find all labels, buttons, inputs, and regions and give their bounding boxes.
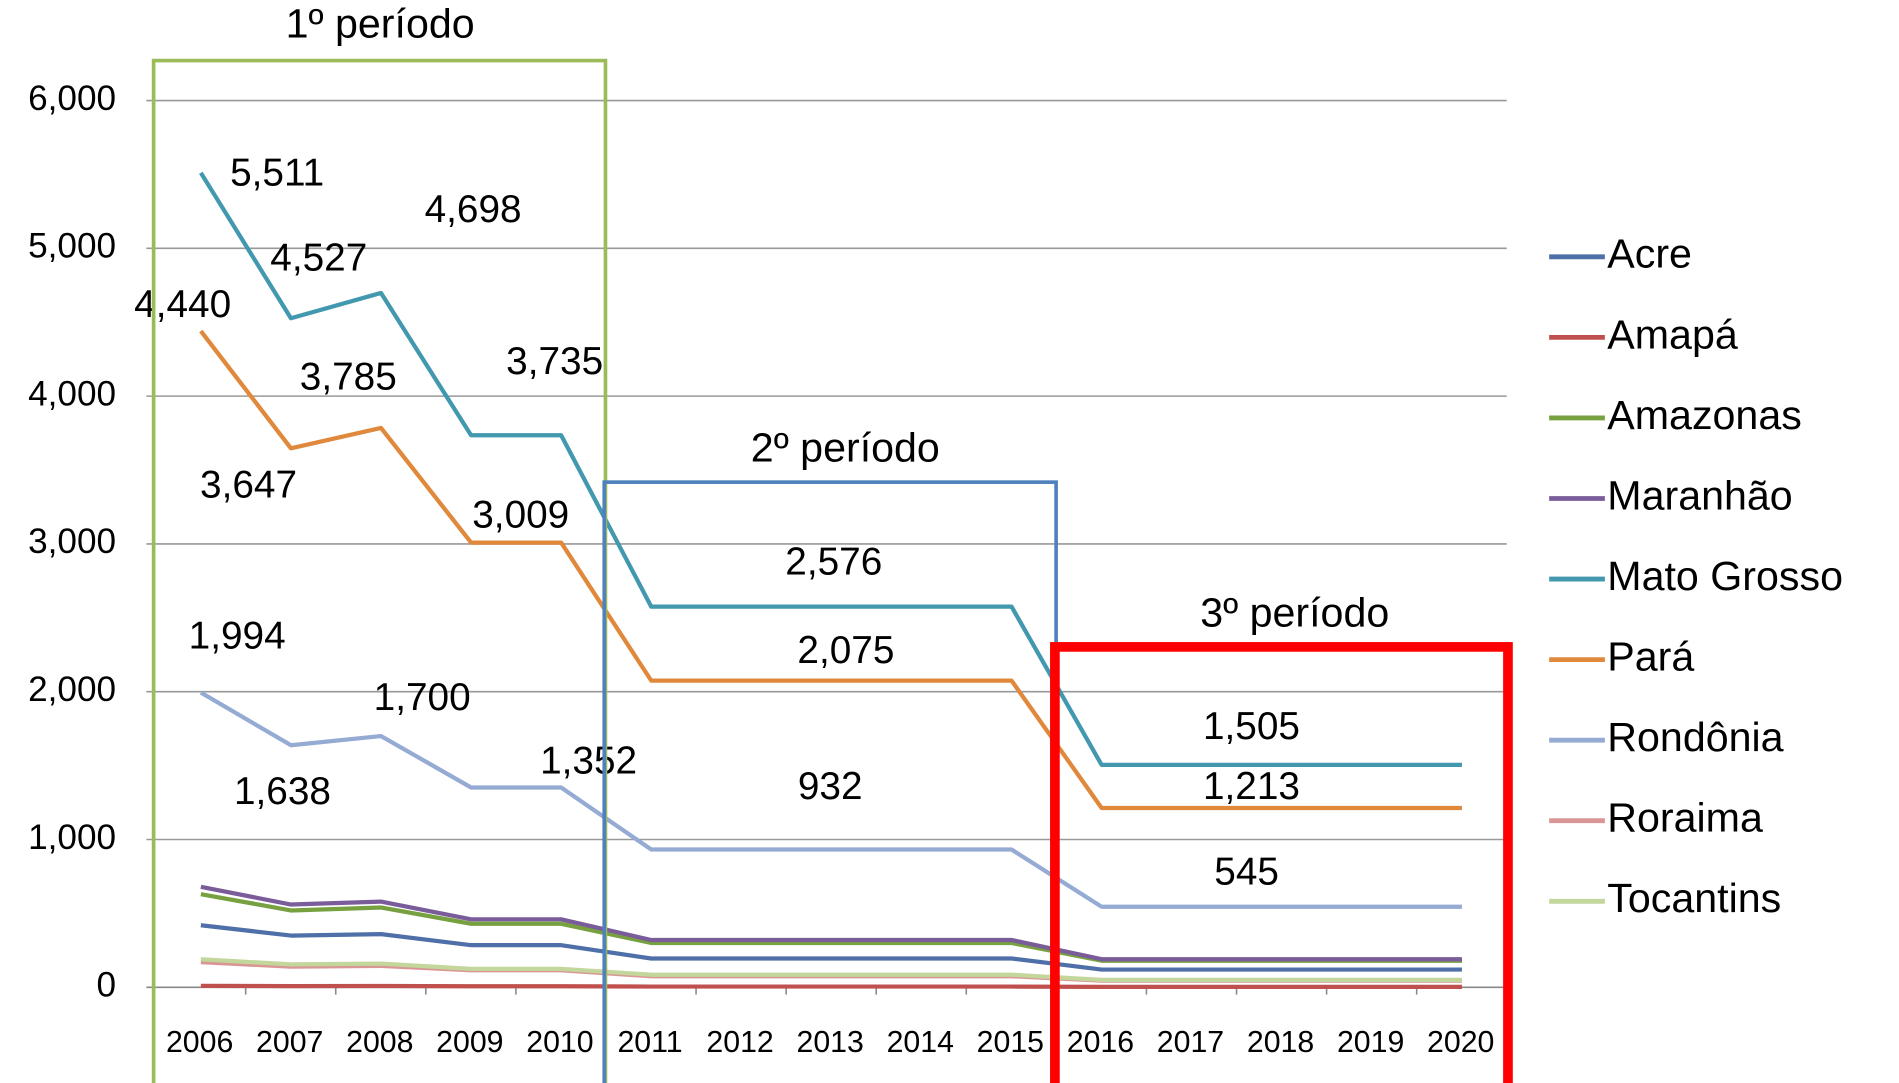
x-tick-label: 2016: [1067, 1026, 1134, 1059]
series-line: [200, 957, 1462, 983]
x-tick-label: 2010: [526, 1026, 593, 1059]
x-tick-label: 2017: [1157, 1026, 1224, 1059]
y-tick-label: 0: [97, 966, 117, 1005]
data-label: 2,075: [797, 629, 894, 672]
legend-label: Roraima: [1607, 795, 1763, 841]
data-label: 932: [798, 765, 863, 808]
data-label: 3,735: [506, 340, 603, 383]
series-line: [200, 983, 1462, 989]
data-label: 1,638: [234, 770, 331, 813]
legend-label: Maranhão: [1607, 472, 1792, 518]
data-label: 1,505: [1203, 705, 1300, 748]
x-tick-label: 2020: [1427, 1026, 1494, 1059]
period-label: 2º período: [751, 425, 940, 471]
data-label: 2,576: [785, 540, 882, 583]
legend-label: Pará: [1607, 633, 1694, 679]
data-label: 1,700: [374, 676, 471, 719]
legend-label: Amapá: [1607, 311, 1738, 357]
x-tick-label: 2011: [617, 1026, 682, 1059]
data-label: 3,785: [300, 356, 397, 399]
data-label: 5,511: [230, 151, 324, 194]
x-tick-label: 2018: [1247, 1026, 1314, 1059]
data-label: 545: [1214, 850, 1279, 893]
legend-label: Mato Grosso: [1607, 553, 1843, 599]
series-line: [199, 690, 1462, 909]
legend-label: Rondônia: [1607, 714, 1783, 760]
y-tick-label: 1,000: [28, 818, 116, 857]
period-label: 3º período: [1200, 589, 1389, 635]
x-tick-label: 2008: [346, 1026, 413, 1059]
x-tick-label: 2009: [436, 1026, 503, 1059]
data-label: 4,527: [270, 236, 367, 279]
data-label: 1,213: [1203, 765, 1300, 808]
series-line: [199, 329, 1462, 811]
data-label: 1,352: [540, 739, 637, 782]
x-tick-label: 2014: [887, 1026, 954, 1059]
x-tick-label: 2006: [166, 1026, 233, 1059]
series-line: [200, 884, 1462, 962]
legend-label: Acre: [1607, 231, 1692, 277]
period-box: [1050, 642, 1513, 1083]
x-tick-label: 2019: [1337, 1026, 1404, 1059]
x-tick-label: 2007: [256, 1026, 323, 1059]
y-tick-label: 5,000: [28, 227, 116, 266]
y-tick-label: 3,000: [28, 522, 116, 561]
data-label: 3,647: [200, 463, 297, 506]
y-tick-label: 6,000: [28, 79, 116, 118]
x-tick-label: 2013: [797, 1026, 864, 1059]
legend-label: Tocantins: [1607, 875, 1781, 921]
series-line: [199, 171, 1462, 767]
period-label: 1º período: [286, 1, 475, 47]
legend-label: Amazonas: [1607, 392, 1802, 438]
data-label: 3,009: [472, 493, 569, 536]
y-tick-label: 2,000: [28, 670, 116, 709]
data-label: 4,698: [425, 188, 522, 231]
x-tick-label: 2012: [706, 1026, 773, 1059]
data-label: 1,994: [189, 614, 286, 657]
x-tick-label: 2015: [977, 1026, 1044, 1059]
y-tick-label: 4,000: [28, 374, 116, 413]
series-line: [200, 923, 1462, 972]
data-label: 4,440: [134, 283, 231, 326]
